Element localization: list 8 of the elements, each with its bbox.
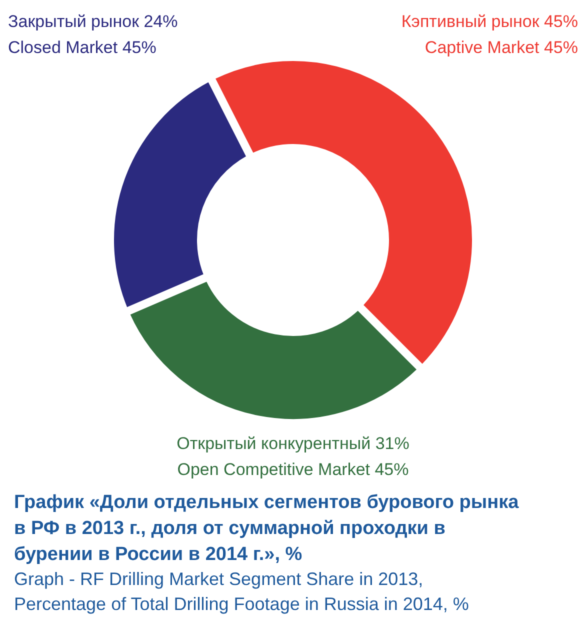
- text: Closed Market 45%: [8, 38, 156, 57]
- slice-label: Открытый конкурентный 31%: [176, 434, 410, 453]
- slice-label: Закрытый рынок 24%: [8, 12, 178, 31]
- text: Captive Market 45%: [424, 38, 578, 57]
- text: График «Доли отдельных сегментов бурового рынка в РФ в 2013 г., доля от суммарной проходки в бурении в России в 2014 г.», %: [14, 492, 520, 565]
- text: Graph - RF Drilling Market Segment Share in 2013, Percentage of Total Drilling Footage in Russia in 2014, %: [14, 569, 469, 614]
- slice-label: Кэптивный рынок 45%: [401, 12, 578, 31]
- text: Open Competitive Market 45%: [177, 460, 409, 479]
